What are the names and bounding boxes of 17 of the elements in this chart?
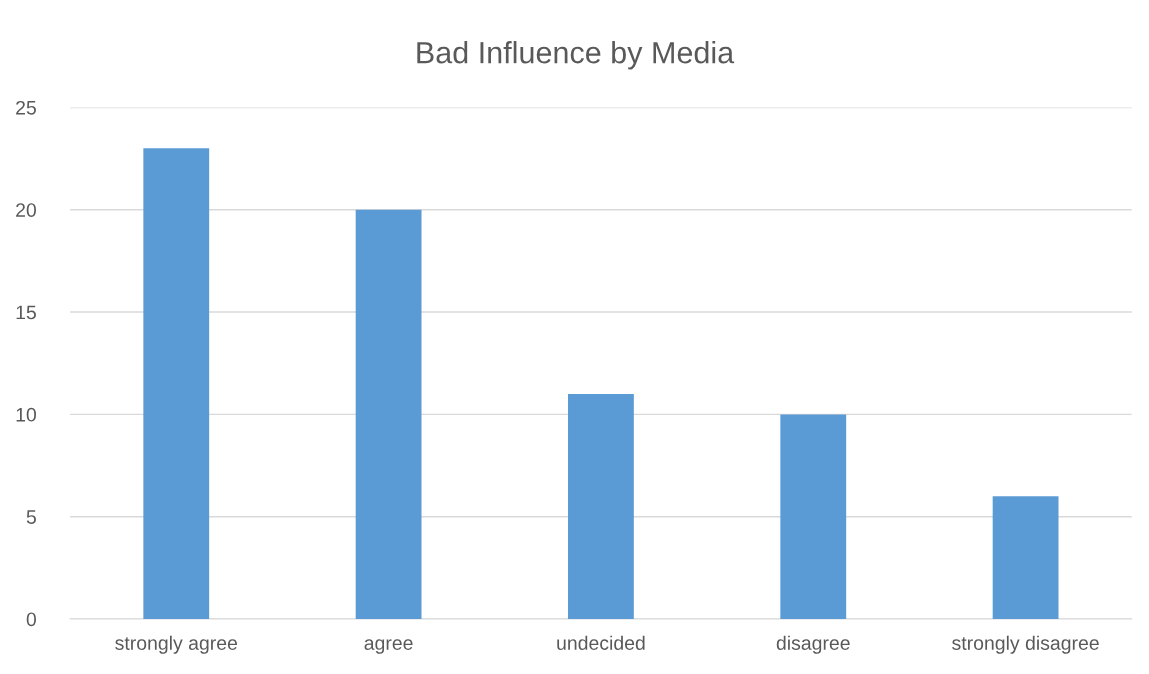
y-tick-label: 25: [16, 100, 36, 115]
y-tick-label: 5: [26, 510, 36, 524]
bar: [568, 393, 634, 619]
y-tick-label: 0: [26, 612, 36, 627]
bar: [143, 148, 210, 619]
chart-title: Bad Influence by Media: [417, 41, 735, 70]
x-tick-label: strongly agree: [115, 635, 238, 654]
y-tick-label: 20: [16, 203, 36, 217]
y-tick-label: 10: [16, 407, 36, 422]
x-tick-label: agree: [364, 639, 413, 654]
y-tick-label: 15: [16, 305, 36, 320]
x-tick-label: strongly disagree: [952, 635, 1099, 654]
x-tick-label: undecided: [557, 635, 645, 650]
bar: [992, 496, 1059, 619]
bar: [355, 209, 422, 619]
x-tick-label: disagree: [776, 635, 850, 654]
bar: [780, 414, 847, 619]
